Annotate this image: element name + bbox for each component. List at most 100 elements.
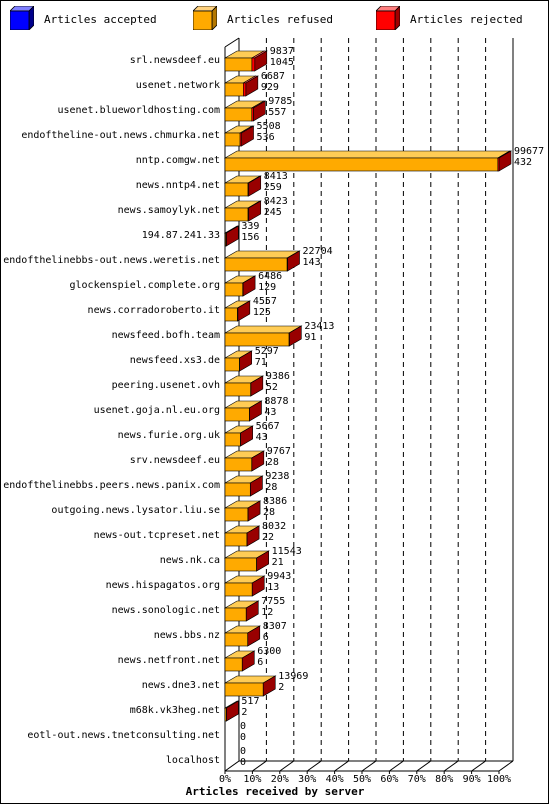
bar-rejected — [246, 625, 261, 647]
data-label-refused: 6300 — [257, 646, 281, 657]
y-category-label: peering.usenet.ovh — [112, 380, 220, 391]
x-tick-label: 80% — [435, 774, 453, 785]
floor-diagonal — [498, 760, 514, 772]
bar-refused-front — [224, 382, 251, 397]
bar-refused-front — [224, 157, 499, 172]
data-label-rejected: 52 — [266, 382, 278, 393]
bar-refused-front — [224, 457, 253, 472]
x-tick-label: 60% — [380, 774, 398, 785]
x-tick-label: 0% — [219, 774, 231, 785]
bar-rejected — [255, 550, 270, 572]
bar-rejected-front — [243, 82, 247, 97]
y-category-label: srl.newsdeef.eu — [130, 55, 220, 66]
data-label-rejected: 259 — [264, 182, 282, 193]
data-label-rejected: 43 — [264, 407, 276, 418]
y-category-label: news.corradoroberto.it — [88, 305, 220, 316]
floor-diagonal — [416, 760, 432, 772]
bar-rejected — [251, 575, 266, 597]
y-category-label: news.hispagatos.org — [106, 580, 220, 591]
y-category-label: news.furie.org.uk — [118, 430, 220, 441]
data-label-refused: 9386 — [266, 371, 290, 382]
data-label-refused: 13969 — [278, 671, 308, 682]
bar-refused-front — [224, 507, 249, 522]
data-label-refused: 7755 — [261, 596, 285, 607]
data-label-refused: 9238 — [265, 471, 289, 482]
bar-rejected — [238, 125, 255, 147]
bar-refused-front — [224, 582, 253, 597]
bar-rejected — [241, 650, 256, 672]
bar-rejected — [262, 675, 277, 697]
legend-label-rejected: Articles rejected — [410, 13, 523, 26]
data-label-rejected: 13 — [267, 582, 279, 593]
bar-rejected — [241, 275, 257, 297]
data-label-refused: 339 — [241, 221, 259, 232]
data-label-rejected: 28 — [265, 482, 277, 493]
bar-refused-top — [223, 325, 303, 334]
data-label-refused: 5297 — [255, 346, 279, 357]
data-label-refused: 9837 — [270, 46, 294, 57]
x-tick-label: 50% — [353, 774, 371, 785]
bar-refused-front — [224, 82, 244, 97]
data-label-rejected: 129 — [258, 282, 276, 293]
data-label-refused: 8413 — [264, 171, 288, 182]
data-label-refused: 11543 — [272, 546, 302, 557]
data-label-rejected: 6 — [263, 632, 269, 643]
bar-rejected — [238, 350, 253, 372]
data-label-rejected: 557 — [268, 107, 286, 118]
x-tick-label: 100% — [487, 774, 511, 785]
data-label-rejected: 0 — [240, 757, 246, 768]
floor-diagonal — [334, 760, 349, 772]
data-label-rejected: 2 — [278, 682, 284, 693]
data-label-rejected: 71 — [255, 357, 267, 368]
floor-diagonal — [389, 760, 404, 772]
axis-depth-top — [224, 37, 240, 48]
bar-rejected — [496, 150, 513, 172]
bar-refused-front — [224, 532, 248, 547]
x-axis-title: Articles received by server — [185, 785, 365, 798]
x-tick-label: 40% — [326, 774, 344, 785]
data-label-refused: 8878 — [264, 396, 288, 407]
data-label-refused: 9767 — [267, 446, 291, 457]
legend-label-refused: Articles refused — [227, 13, 333, 26]
legend-swatch-accepted — [9, 5, 35, 31]
bar-refused-front — [224, 682, 264, 697]
bar-refused-front — [224, 632, 249, 647]
y-category-label: news.nntp4.net — [136, 180, 220, 191]
floor-diagonal — [443, 760, 459, 772]
bar-rejected-front — [251, 57, 256, 72]
bar-refused-top — [223, 150, 511, 159]
data-label-refused: 517 — [241, 696, 259, 707]
data-label-rejected: 6 — [257, 657, 263, 668]
bar-rejected — [239, 425, 254, 447]
x-tick-label: 70% — [408, 774, 426, 785]
bar-rejected — [250, 100, 267, 122]
y-category-label: news.sonologic.net — [112, 605, 220, 616]
bar-rejected — [225, 700, 240, 722]
data-label-refused: 99677 — [514, 146, 544, 157]
data-label-refused: 4557 — [253, 296, 277, 307]
bar-rejected — [249, 375, 264, 397]
x-tick-label: 20% — [271, 774, 289, 785]
bar-refused-front — [224, 332, 290, 347]
bar-rejected — [245, 600, 260, 622]
bar-refused-front — [224, 307, 238, 322]
bar-refused-front — [224, 107, 253, 122]
y-category-label: news.dne3.net — [142, 680, 220, 691]
bar-rejected — [286, 250, 301, 272]
bar-rejected — [287, 325, 303, 347]
y-category-label: endofthelinebbs-out.news.weretis.net — [3, 255, 220, 266]
y-category-label: m68k.vk3heg.net — [130, 705, 220, 716]
bar-refused-front — [224, 657, 243, 672]
bar-rejected — [249, 475, 264, 497]
bar-rejected — [250, 450, 265, 472]
bar-refused-front — [224, 357, 240, 372]
bar-rejected-front — [497, 157, 500, 172]
data-label-rejected: 91 — [304, 332, 316, 343]
y-category-label: eotl-out.news.tnetconsulting.net — [27, 730, 220, 741]
data-label-rejected: 536 — [257, 132, 275, 143]
y-category-label: nntp.comgw.net — [136, 155, 220, 166]
floor-diagonal — [361, 760, 377, 772]
legend-label-accepted: Articles accepted — [44, 13, 157, 26]
